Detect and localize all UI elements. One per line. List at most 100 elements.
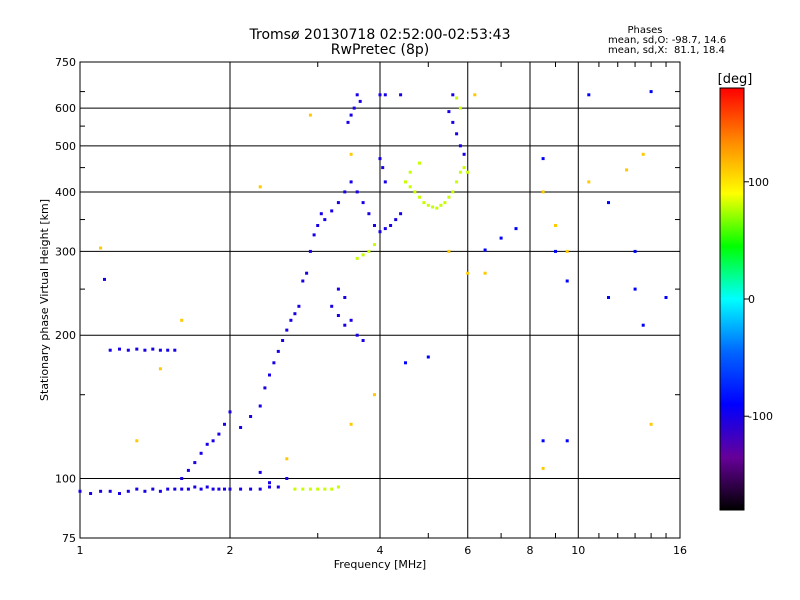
x-tick-label: 1 bbox=[77, 544, 84, 557]
data-point bbox=[268, 481, 271, 485]
data-point bbox=[361, 339, 365, 342]
data-point bbox=[308, 249, 312, 253]
data-point bbox=[293, 487, 297, 491]
data-point bbox=[166, 348, 170, 352]
data-point bbox=[447, 249, 451, 253]
chart-title: Tromsø 20130718 02:52:00-02:53:43 bbox=[249, 27, 511, 43]
data-point bbox=[361, 253, 365, 257]
data-point bbox=[186, 487, 190, 491]
colorbar bbox=[719, 87, 745, 511]
data-point bbox=[239, 426, 243, 429]
data-point bbox=[281, 339, 285, 342]
data-point bbox=[541, 190, 545, 194]
data-point bbox=[316, 224, 320, 227]
data-point bbox=[367, 249, 371, 253]
data-point bbox=[193, 485, 197, 489]
data-point bbox=[426, 355, 430, 359]
data-point bbox=[211, 439, 215, 443]
data-point bbox=[276, 349, 280, 353]
data-point bbox=[447, 195, 451, 199]
data-point bbox=[336, 314, 340, 317]
data-point bbox=[336, 201, 340, 205]
data-point bbox=[193, 461, 197, 465]
data-point bbox=[541, 157, 545, 161]
data-point bbox=[378, 157, 382, 161]
data-point bbox=[649, 90, 653, 94]
chart-subtitle: RwPretec (8p) bbox=[331, 42, 429, 58]
data-point bbox=[383, 93, 387, 97]
data-point bbox=[330, 487, 334, 491]
data-point bbox=[587, 180, 591, 184]
data-point bbox=[151, 347, 155, 351]
x-tick-label: 4 bbox=[377, 544, 384, 557]
y-tick-label: 400 bbox=[55, 186, 76, 199]
colorbar-tick-label: -100 bbox=[748, 410, 773, 423]
data-point bbox=[358, 99, 362, 103]
axis-ticks: 1 2 4 6 8 10 16 75 100 200 300 400 500 600 750 bbox=[55, 56, 687, 557]
data-point bbox=[199, 487, 203, 491]
data-point bbox=[118, 492, 121, 495]
data-point bbox=[435, 206, 439, 210]
data-point bbox=[466, 170, 470, 174]
data-point bbox=[607, 201, 610, 205]
data-point bbox=[151, 487, 155, 491]
data-point bbox=[301, 487, 305, 491]
y-axis-label: Stationary phase Virtual Height [km] bbox=[38, 199, 51, 401]
data-point bbox=[352, 106, 356, 110]
x-tick-label: 8 bbox=[527, 544, 534, 557]
data-point bbox=[336, 287, 340, 291]
data-point bbox=[565, 249, 569, 253]
data-point bbox=[349, 422, 353, 426]
data-point bbox=[473, 93, 477, 97]
data-point bbox=[447, 110, 451, 114]
data-point bbox=[316, 487, 320, 491]
colorbar-tick-label: 0 bbox=[748, 293, 755, 306]
data-point bbox=[373, 243, 376, 247]
data-point bbox=[541, 466, 545, 470]
data-point bbox=[649, 422, 653, 426]
data-point bbox=[258, 487, 262, 491]
data-point bbox=[297, 304, 301, 308]
data-point bbox=[285, 477, 289, 480]
data-point bbox=[78, 489, 82, 493]
data-point bbox=[223, 487, 226, 491]
stats-heading: Phases bbox=[627, 25, 662, 36]
data-point bbox=[394, 218, 398, 222]
data-point bbox=[108, 489, 112, 493]
data-point bbox=[118, 347, 121, 351]
data-point bbox=[399, 93, 403, 97]
data-point bbox=[451, 120, 455, 124]
data-point bbox=[166, 487, 170, 491]
data-point bbox=[641, 323, 645, 327]
data-point bbox=[413, 190, 417, 194]
data-point bbox=[633, 287, 637, 291]
data-point bbox=[607, 296, 610, 299]
data-point bbox=[268, 485, 271, 489]
data-point bbox=[361, 201, 365, 205]
data-point bbox=[404, 180, 407, 184]
data-point bbox=[373, 224, 376, 227]
data-point bbox=[180, 487, 184, 491]
data-point bbox=[289, 318, 293, 322]
data-point bbox=[418, 195, 421, 199]
data-point bbox=[199, 451, 203, 455]
data-point bbox=[462, 152, 466, 156]
data-point bbox=[308, 113, 312, 117]
data-point bbox=[285, 328, 289, 332]
data-point bbox=[319, 212, 323, 216]
data-point bbox=[565, 279, 569, 283]
data-point bbox=[426, 203, 430, 207]
data-point bbox=[443, 201, 447, 205]
stats-line-o: mean, sd,O: -98.7, 14.6 bbox=[608, 35, 726, 46]
data-point bbox=[258, 470, 262, 474]
data-point bbox=[349, 318, 353, 322]
data-point bbox=[173, 487, 177, 491]
data-point bbox=[99, 246, 103, 250]
data-point bbox=[483, 271, 487, 275]
data-point bbox=[418, 161, 421, 165]
data-point bbox=[554, 224, 557, 227]
data-point bbox=[349, 152, 353, 156]
data-point bbox=[186, 468, 190, 472]
data-point bbox=[158, 348, 162, 352]
